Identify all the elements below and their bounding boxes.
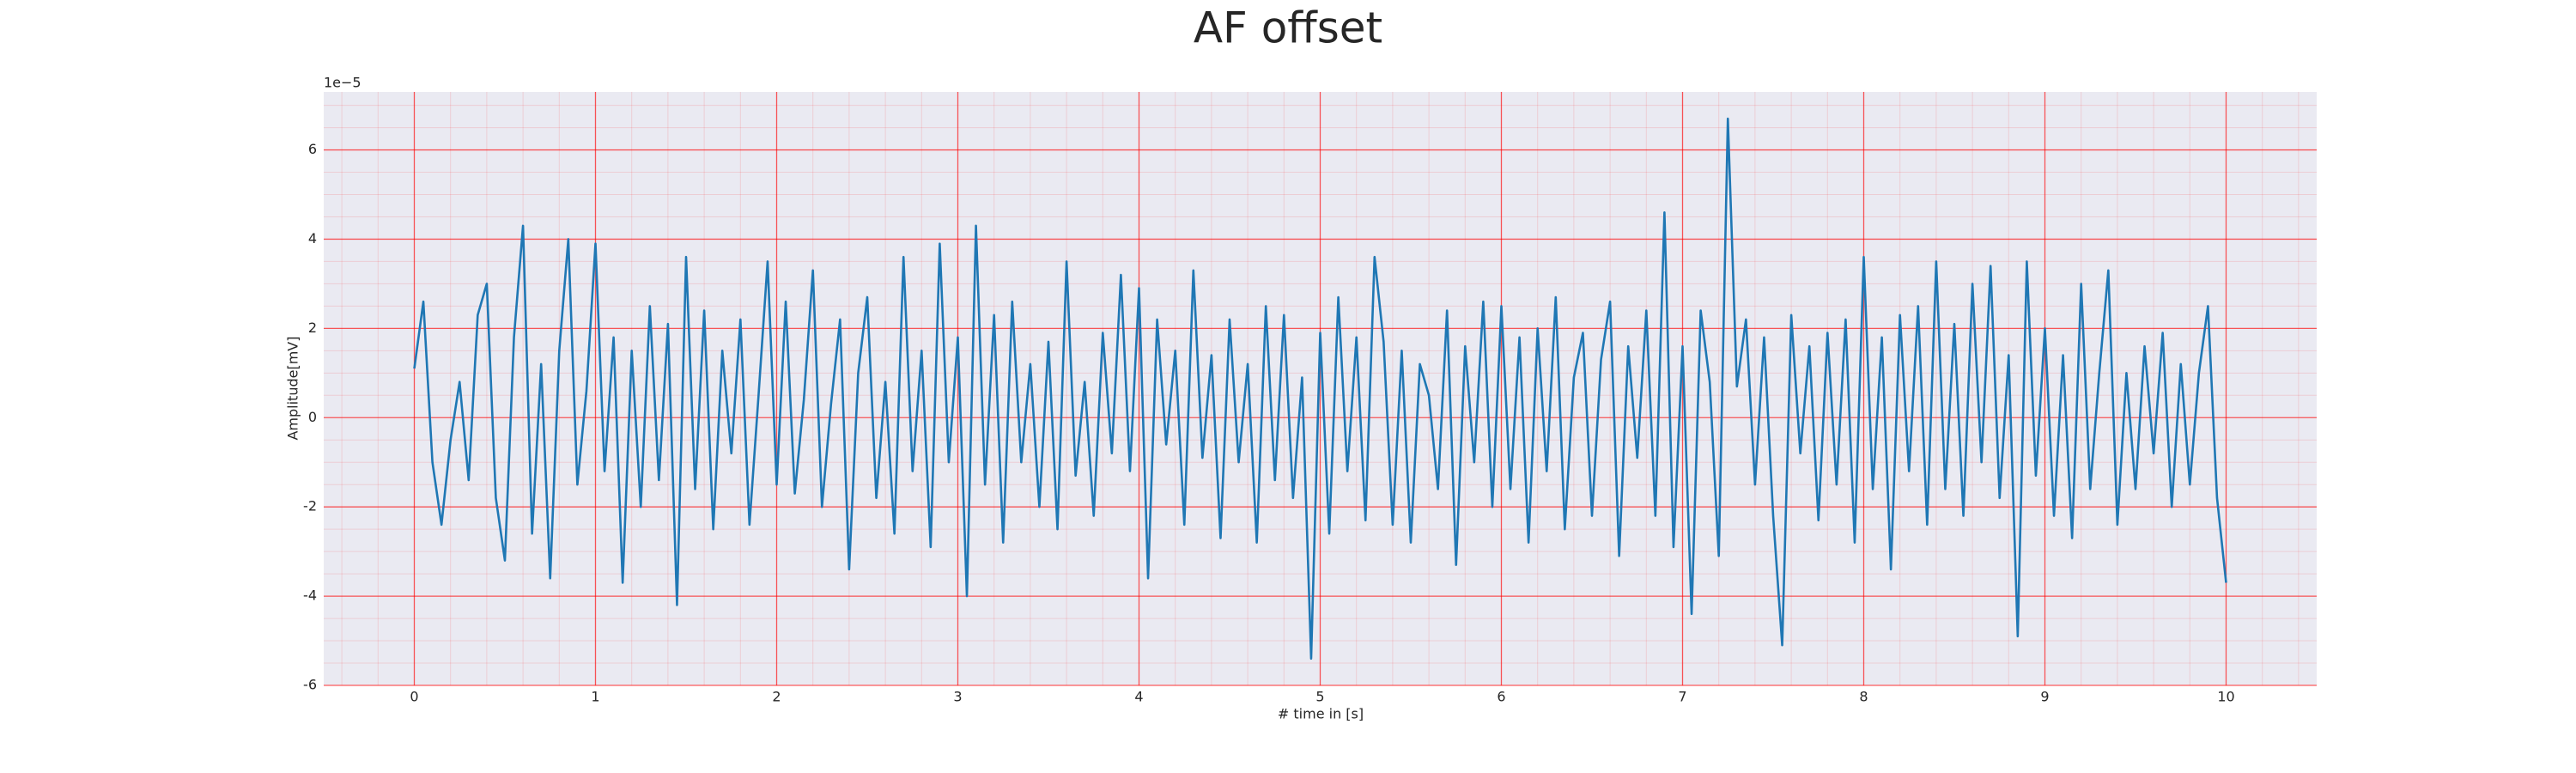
y-tick-label: 4	[308, 230, 317, 247]
x-tick-label: 8	[1859, 689, 1868, 705]
x-tick-label: 0	[410, 689, 418, 705]
y-tick-label: 6	[308, 141, 317, 157]
x-axis-label: # time in [s]	[1278, 706, 1364, 722]
y-offset-label: 1e−5	[324, 75, 361, 91]
y-tick-label: 0	[308, 409, 317, 425]
y-axis-label: Amplitude[mV]	[285, 336, 301, 440]
y-tick-label: 2	[308, 320, 317, 336]
y-tick-label: -4	[303, 587, 317, 604]
x-tick-label: 10	[2217, 689, 2234, 705]
x-tick-label: 6	[1497, 689, 1505, 705]
x-tick-label: 2	[772, 689, 781, 705]
x-tick-label: 7	[1678, 689, 1686, 705]
x-tick-label: 1	[591, 689, 599, 705]
x-tick-label: 5	[1315, 689, 1324, 705]
chart-title: AF offset	[1194, 3, 1382, 53]
y-tick-label: -2	[303, 498, 317, 514]
x-tick-label: 4	[1134, 689, 1143, 705]
x-tick-label: 9	[2040, 689, 2049, 705]
y-tick-label: -6	[303, 677, 317, 693]
data-line	[413, 117, 2227, 660]
x-tick-label: 3	[953, 689, 962, 705]
